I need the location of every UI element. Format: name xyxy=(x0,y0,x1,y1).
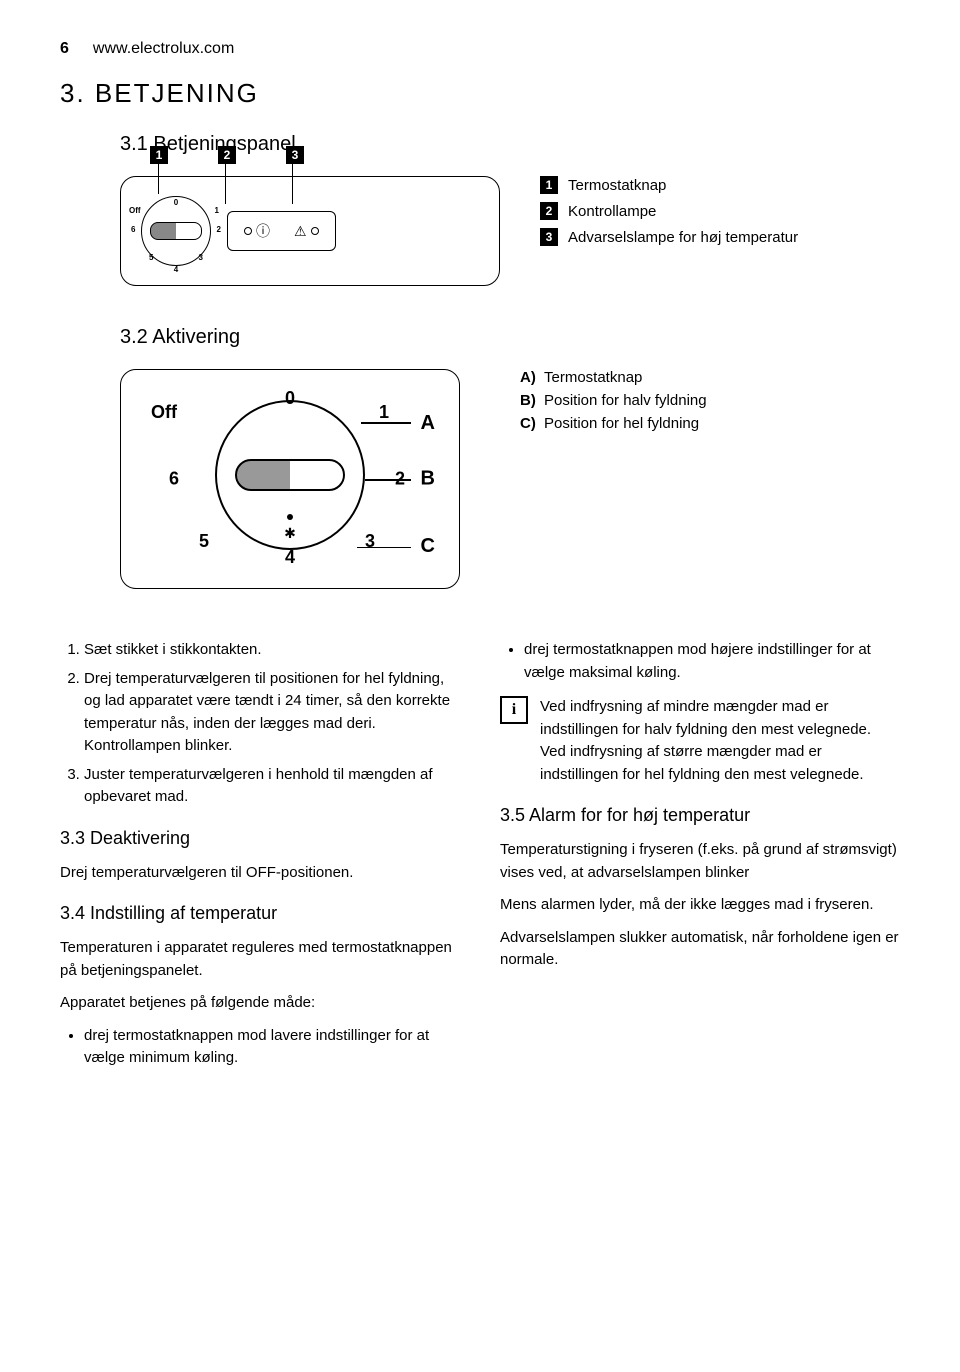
activation-title: 3.2 Aktivering xyxy=(120,326,900,349)
label-B: B xyxy=(421,468,435,491)
big-5: 5 xyxy=(199,531,209,552)
left-column: Sæt stikket i stikkontakten. Drej temper… xyxy=(60,639,460,1076)
legend-item-1: 1 Termostatknap xyxy=(540,176,798,194)
dial-6: 6 xyxy=(131,225,135,234)
legend-item-3: 3 Advarselslampe for høj temperatur xyxy=(540,228,798,246)
step-3: Juster temperaturvælgeren i henhold til … xyxy=(84,764,460,809)
page-number: 6 xyxy=(60,40,69,58)
legend-num-2: 2 xyxy=(540,202,558,220)
legend-num-1: 1 xyxy=(540,176,558,194)
activation-legend: A)Termostatknap B)Position for halv fyld… xyxy=(520,369,707,432)
dial-2: 2 xyxy=(217,225,221,234)
dial-0: 0 xyxy=(174,198,178,207)
big-off: Off xyxy=(151,402,177,423)
info-text: Ved indfrysning af mindre mængder mad er… xyxy=(540,696,900,786)
temp-bullet-1: drej termostatknappen mod lavere indstil… xyxy=(84,1025,460,1070)
panel-row: 1 2 3 Off 0 1 2 3 4 5 6 xyxy=(120,176,900,286)
label-A: A xyxy=(421,412,435,435)
legend-text-1: Termostatknap xyxy=(568,177,666,194)
indicator-box: ⓘ ⚠ xyxy=(227,211,336,251)
right-column: drej termostatknappen mod højere indstil… xyxy=(500,639,900,1076)
info-icon: i xyxy=(500,696,528,724)
temp-p1: Temperaturen i apparatet reguleres med t… xyxy=(60,937,460,982)
steps-list: Sæt stikket i stikkontakten. Drej temper… xyxy=(60,639,460,809)
big-3: 3 xyxy=(365,531,375,552)
label-C: C xyxy=(421,535,435,558)
abc-item-a: A)Termostatknap xyxy=(520,369,707,386)
callout-1: 1 xyxy=(150,146,168,164)
dial-4: 4 xyxy=(174,265,178,274)
temp-bullets: drej termostatknappen mod lavere indstil… xyxy=(60,1025,460,1070)
snowflake-icon: ✱ xyxy=(284,525,296,542)
temp-p2: Apparatet betjenes på følgende måde: xyxy=(60,992,460,1015)
activation-diagram: ✱ Off 0 1 2 3 4 5 6 A B C xyxy=(120,369,460,589)
thermostat-dial-big: ✱ xyxy=(215,400,365,550)
big-4: 4 xyxy=(285,547,295,568)
temp-title: 3.4 Indstilling af temperatur xyxy=(60,900,460,927)
alarm-p2: Mens alarmen lyder, må der ikke lægges m… xyxy=(500,894,900,917)
big-6: 6 xyxy=(169,469,179,490)
page-header: 6 www.electrolux.com xyxy=(60,40,900,58)
legend-text-2: Kontrollampe xyxy=(568,203,656,220)
alarm-p1: Temperaturstigning i fryseren (f.eks. på… xyxy=(500,839,900,884)
control-panel-diagram: Off 0 1 2 3 4 5 6 ⓘ ⚠ xyxy=(120,176,500,286)
big-0: 0 xyxy=(285,388,295,409)
header-url: www.electrolux.com xyxy=(93,40,234,58)
abc-item-b: B)Position for halv fyldning xyxy=(520,392,707,409)
callout-2: 2 xyxy=(218,146,236,164)
legend-num-3: 3 xyxy=(540,228,558,246)
abc-item-c: C)Position for hel fyldning xyxy=(520,415,707,432)
info-box: i Ved indfrysning af mindre mængder mad … xyxy=(500,696,900,786)
alarm-p3: Advarselslampen slukker automatisk, når … xyxy=(500,927,900,972)
alarm-title: 3.5 Alarm for for høj temperatur xyxy=(500,802,900,829)
dial-1: 1 xyxy=(215,206,219,215)
legend-item-2: 2 Kontrollampe xyxy=(540,202,798,220)
step-2: Drej temperaturvælgeren til positionen f… xyxy=(84,668,460,758)
callout-3: 3 xyxy=(286,146,304,164)
dial-5: 5 xyxy=(149,253,153,262)
text-columns: Sæt stikket i stikkontakten. Drej temper… xyxy=(60,639,900,1076)
right-bullets: drej termostatknappen mod højere indstil… xyxy=(500,639,900,684)
legend-text-3: Advarselslampe for høj temperatur xyxy=(568,229,798,246)
right-bullet-1: drej termostatknappen mod højere indstil… xyxy=(524,639,900,684)
dial-off: Off xyxy=(129,206,141,215)
deact-title: 3.3 Deaktivering xyxy=(60,825,460,852)
dial-3: 3 xyxy=(199,253,203,262)
step-1: Sæt stikket i stikkontakten. xyxy=(84,639,460,662)
deact-text: Drej temperaturvælgeren til OFF-position… xyxy=(60,862,460,885)
section-title: 3. BETJENING xyxy=(60,78,900,109)
warning-indicator: ⚠ xyxy=(294,223,319,240)
activation-row: ✱ Off 0 1 2 3 4 5 6 A B C A)Termostatkna… xyxy=(120,369,900,589)
panel-legend: 1 Termostatknap 2 Kontrollampe 3 Advarse… xyxy=(540,176,798,246)
power-indicator: ⓘ xyxy=(244,221,270,241)
big-1: 1 xyxy=(379,402,389,423)
